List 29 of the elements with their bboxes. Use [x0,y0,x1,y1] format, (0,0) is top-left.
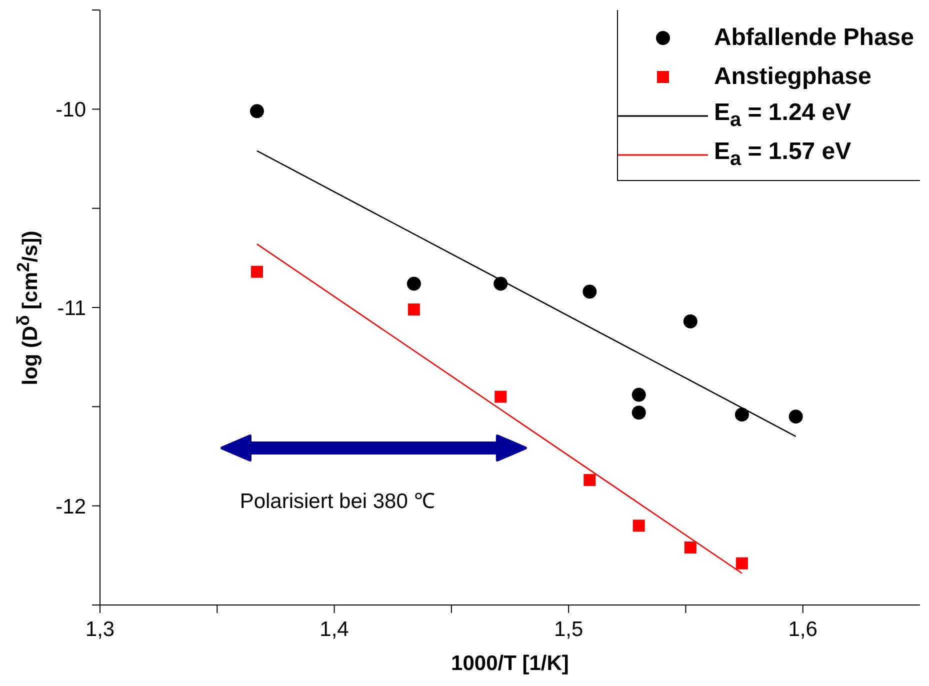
x-axis-title: 1000/T [1/K] [450,652,570,676]
x-tick-label: 1,3 [85,618,115,641]
point [632,388,646,402]
y-tick-label: -10 [56,98,86,122]
point [584,474,596,486]
point [494,276,508,291]
legend-label: Anstiegphase [714,62,872,90]
point [683,314,698,328]
legend-label: Abfallende Phase [714,24,914,52]
point [494,390,507,403]
point [250,104,264,118]
x-tick-label: 1,6 [788,618,818,641]
point [684,541,696,554]
point [632,520,645,532]
x-tick-label: 1,5 [554,618,584,641]
y-tick-label: -11 [57,296,86,320]
y-tick-label: -12 [56,495,86,518]
point [582,284,597,299]
point [632,406,646,420]
point [250,266,263,278]
point [788,410,803,424]
legend-label: E$_{a}$ = 1.24 eV [714,99,852,132]
point [406,276,421,291]
point [736,557,748,570]
point [408,303,420,316]
point [734,408,749,422]
x-tick-label: 1,4 [320,618,350,641]
annotation: Polarisiert bei 380 ℃ [240,488,435,514]
legend-label: E$_{a}$ = 1.57 eV [714,138,852,171]
